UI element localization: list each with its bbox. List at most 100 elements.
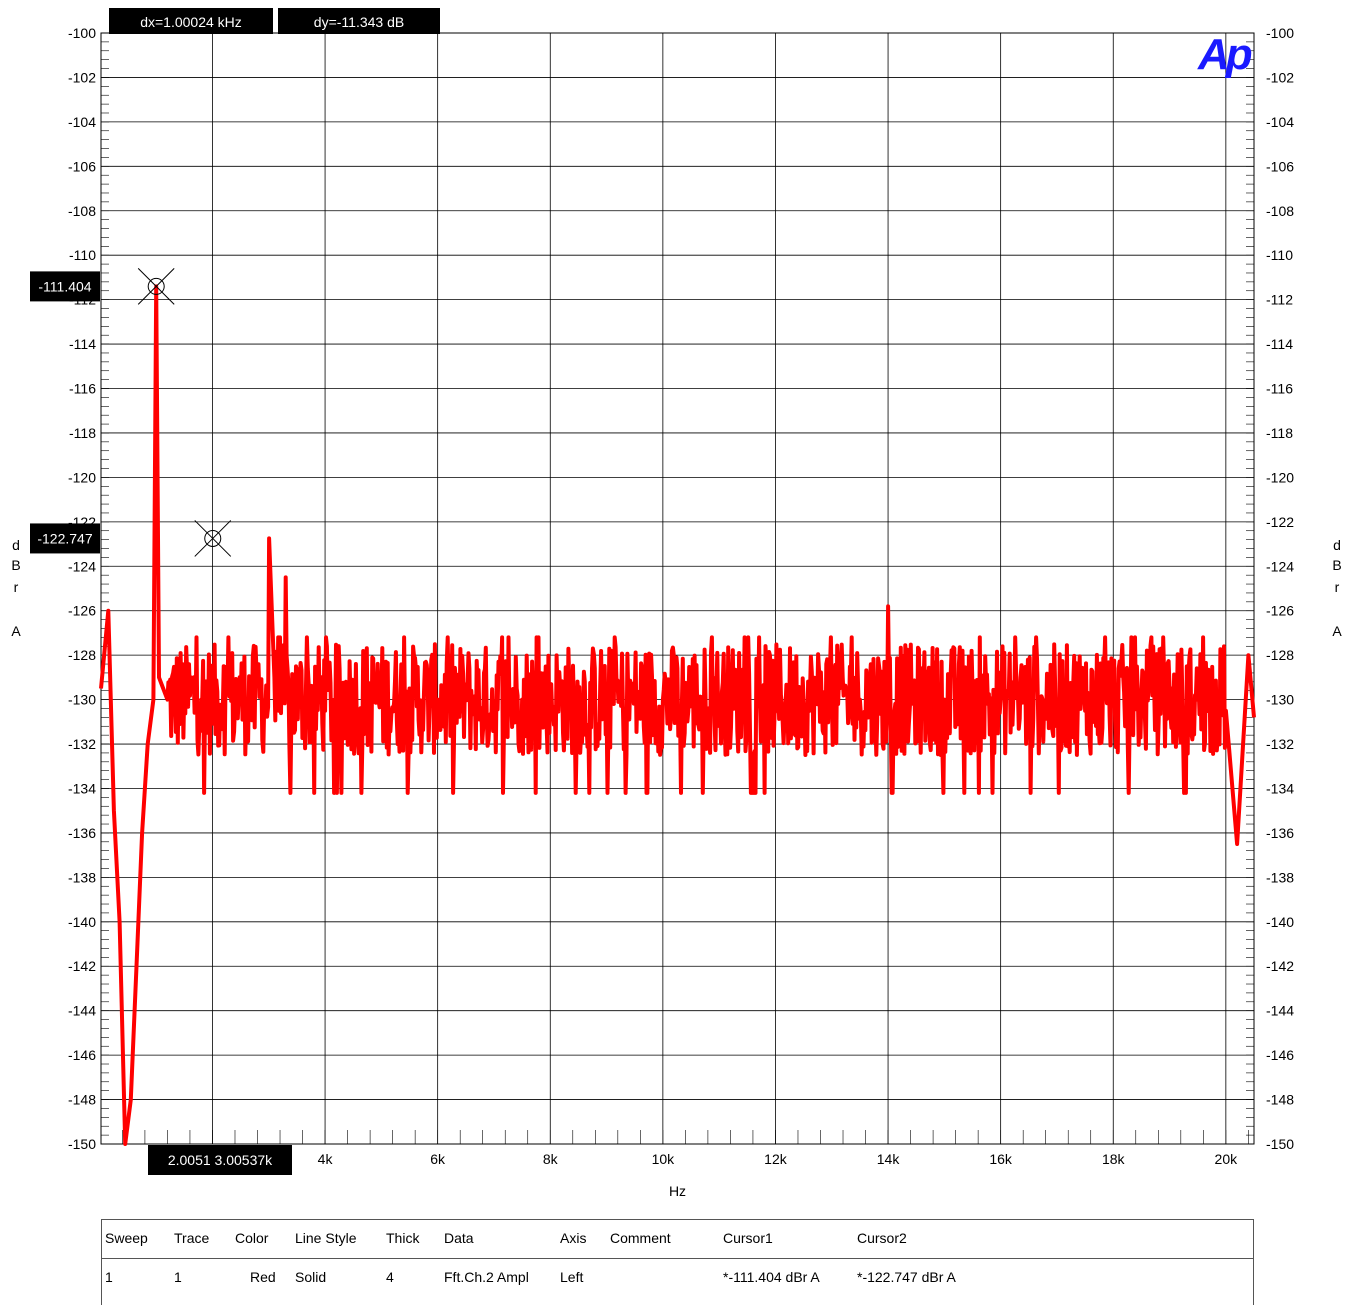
plot-frame xyxy=(100,32,1255,1145)
y-tick-label-left: -144 xyxy=(68,1003,96,1019)
ap-logo-text: Ap xyxy=(1197,30,1252,79)
legend-header-linestyle: Line Style xyxy=(295,1230,357,1246)
legend-cell-trace: 1 xyxy=(174,1269,182,1285)
y-tick-label-left: -114 xyxy=(69,336,96,352)
y-tick-label-right: -132 xyxy=(1266,736,1294,752)
x-tick-label: 4k xyxy=(318,1151,334,1167)
y-tick-label-left: -126 xyxy=(68,603,96,619)
legend-cell-data: Fft.Ch.2 Ampl xyxy=(444,1269,529,1285)
legend-data-row: 1 1 Red Solid 4 Fft.Ch.2 Ampl Left *-111… xyxy=(102,1259,1253,1297)
legend-header-color: Color xyxy=(235,1230,269,1246)
x-axis-title: Hz xyxy=(669,1183,686,1199)
x-tick-label: 6k xyxy=(430,1151,446,1167)
y-axis-title-left-letter: B xyxy=(11,557,20,573)
y-tick-label-left: -142 xyxy=(68,958,96,974)
y-tick-label-left: -140 xyxy=(68,914,96,930)
x-tick-label: 10k xyxy=(652,1151,676,1167)
legend-header-comment: Comment xyxy=(610,1230,671,1246)
y-tick-label-left: -138 xyxy=(68,869,96,885)
y-tick-label-left: -128 xyxy=(68,647,96,663)
legend-header-thick: Thick xyxy=(386,1230,420,1246)
y-tick-label-left: -148 xyxy=(68,1092,96,1108)
y-axis-title-left-letter: A xyxy=(11,623,21,639)
legend-header-trace: Trace xyxy=(174,1230,210,1246)
cursor-x-line xyxy=(194,520,232,557)
legend-cell-color: Red xyxy=(250,1269,276,1285)
y-tick-label-right: -108 xyxy=(1266,203,1294,219)
y-tick-label-right: -122 xyxy=(1266,514,1294,530)
y-tick-label-right: -110 xyxy=(1266,247,1293,263)
y-axis-title-right-letter: A xyxy=(1332,623,1342,639)
y-tick-label-right: -116 xyxy=(1266,381,1293,397)
y-tick-label-left: -118 xyxy=(69,425,96,441)
y-tick-label-right: -140 xyxy=(1266,914,1294,930)
y-tick-label-left: -150 xyxy=(68,1136,96,1152)
legend-cell-axis: Left xyxy=(560,1269,584,1285)
y-tick-label-left: -130 xyxy=(68,692,96,708)
y-tick-label-left: -100 xyxy=(68,25,96,41)
x-tick-label: 18k xyxy=(1102,1151,1126,1167)
cursor-y-label-1: -111.404 xyxy=(38,278,91,294)
cursor-y-label-2: -122.747 xyxy=(37,530,92,546)
legend-header-axis: Axis xyxy=(560,1230,587,1246)
y-tick-label-left: -136 xyxy=(68,825,96,841)
grid xyxy=(100,32,1255,1145)
y-tick-label-right: -146 xyxy=(1266,1047,1294,1063)
y-axis-title-left-letter: r xyxy=(14,579,19,595)
legend-header-row: Sweep Trace Color Line Style Thick Data … xyxy=(102,1220,1253,1259)
y-tick-label-left: -102 xyxy=(68,69,96,85)
dx-box xyxy=(109,8,273,34)
y-tick-label-right: -118 xyxy=(1266,425,1293,441)
y-tick-label-right: -120 xyxy=(1266,469,1294,485)
y-tick-label-left: -104 xyxy=(68,114,96,130)
legend-header-sweep: Sweep xyxy=(105,1230,148,1246)
minor-ticks xyxy=(101,32,1254,1145)
legend-cell-linestyle: Solid xyxy=(295,1269,327,1285)
x-tick-label: 8k xyxy=(543,1151,559,1167)
y-tick-label-right: -134 xyxy=(1266,780,1294,796)
y-tick-label-left: -120 xyxy=(68,469,96,485)
legend-table: Sweep Trace Color Line Style Thick Data … xyxy=(101,1219,1254,1305)
cursor-layer: -111.404 -122.747 2.0051 3.00537k dx=1.0002… xyxy=(30,8,440,1175)
series-line-fft-ch2 xyxy=(99,284,1256,1146)
legend-cell-cursor2: *-122.747 dBr A xyxy=(857,1269,956,1285)
y-tick-label-right: -138 xyxy=(1266,869,1294,885)
x-tick-label: 16k xyxy=(989,1151,1013,1167)
x-tick-label: 20k xyxy=(1215,1151,1239,1167)
y-axis-title-right-letter: B xyxy=(1332,557,1341,573)
legend-cell-sweep: 1 xyxy=(105,1269,113,1285)
y-tick-label-left: -110 xyxy=(69,247,96,263)
y-axis-title-right-letter: d xyxy=(1333,537,1341,553)
y-tick-label-left: -106 xyxy=(68,158,96,174)
legend-header-cursor2: Cursor2 xyxy=(857,1230,907,1246)
y-tick-label-right: -104 xyxy=(1266,114,1294,130)
y-tick-label-left: -116 xyxy=(69,381,96,397)
y-tick-label-right: -106 xyxy=(1266,158,1294,174)
ap-logo: Ap xyxy=(1197,30,1256,79)
y-tick-label-left: -112 xyxy=(69,292,96,308)
cursor-x-line xyxy=(137,268,175,305)
x-tick-label: 14k xyxy=(877,1151,901,1167)
y-tick-label-right: -150 xyxy=(1266,1136,1294,1152)
axis-labels: -100 -100 -102 -102 -104 -104 -106 -106 -108 -108… xyxy=(11,25,1342,1199)
cursor-y-box-2 xyxy=(30,523,100,554)
y-tick-label-right: -144 xyxy=(1266,1003,1294,1019)
y-tick-label-right: -130 xyxy=(1266,692,1294,708)
legend-cell-thick: 4 xyxy=(386,1269,394,1285)
y-tick-label-right: -112 xyxy=(1266,292,1293,308)
y-tick-label-right: -128 xyxy=(1266,647,1294,663)
y-tick-label-right: -142 xyxy=(1266,958,1294,974)
y-tick-label-left: -146 xyxy=(68,1047,96,1063)
x-tick-label: 12k xyxy=(764,1151,788,1167)
series-layer xyxy=(99,284,1256,1146)
y-tick-label-right: -124 xyxy=(1266,558,1294,574)
dx-label: dx=1.00024 kHz xyxy=(140,14,242,30)
legend-header-cursor1: Cursor1 xyxy=(723,1230,773,1246)
cursor-marker-1 xyxy=(147,277,165,295)
legend-cell-cursor1: *-111.404 dBr A xyxy=(723,1269,820,1285)
y-tick-label-right: -148 xyxy=(1266,1092,1294,1108)
cursor-y-box-1 xyxy=(30,271,100,302)
y-tick-label-left: -122 xyxy=(68,514,96,530)
y-axis-title-left-letter: d xyxy=(12,537,20,553)
y-tick-label-right: -100 xyxy=(1266,25,1294,41)
